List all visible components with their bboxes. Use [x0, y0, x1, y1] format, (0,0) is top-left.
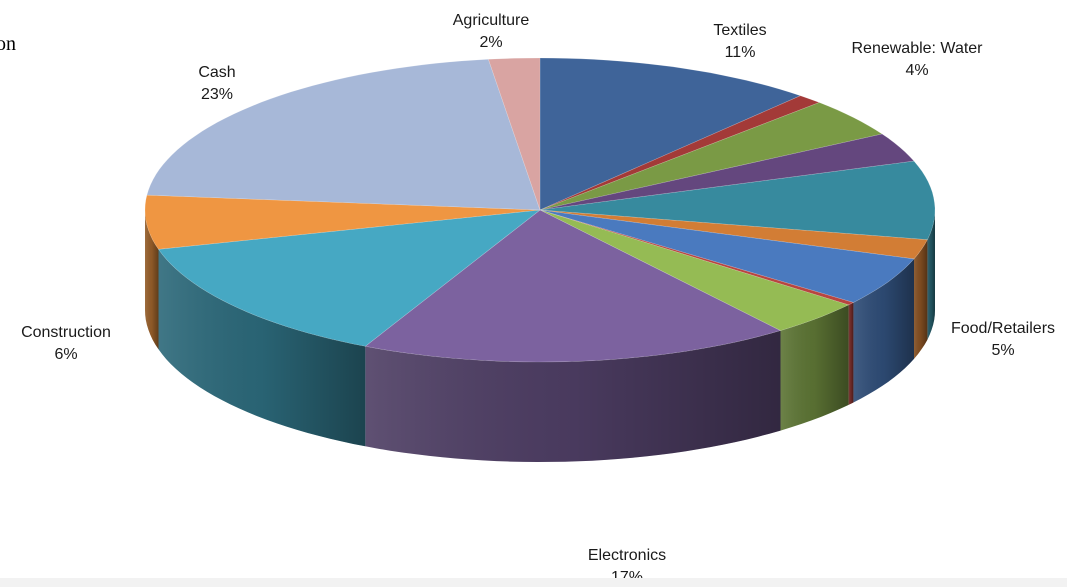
pie-slice-unlabeled-8 [539, 209, 850, 331]
pie-side-shade-8 [780, 304, 849, 431]
pie-label-layer: Textiles 11% Renewable: Water 4% Food/Retail… [21, 12, 1055, 586]
label-agriculture: Agriculture [453, 12, 530, 29]
pie-slice-food-retailers [539, 209, 915, 303]
pie-side-shade-10 [158, 249, 366, 447]
label-textiles: Textiles [713, 22, 766, 39]
label-cash: Cash [198, 64, 235, 81]
pie-slice-agriculture [487, 57, 541, 211]
pie-slice-textiles [539, 57, 802, 211]
pie-side-shade-11 [145, 210, 159, 350]
pie-slice-renewable-water [539, 102, 883, 211]
pie-side-shade-7 [848, 302, 854, 405]
percent-renewable-water: 4% [905, 62, 928, 79]
bottom-scroll-strip [0, 578, 1067, 587]
pie-side-shade-6 [853, 258, 914, 403]
pie-side-shade-5 [914, 239, 928, 359]
pie-slice-construction [144, 194, 541, 250]
pie-top-layer [144, 57, 936, 363]
label-renewable-water: Renewable: Water [851, 40, 983, 57]
label-construction: Construction [21, 324, 111, 341]
pie-slice-unlabeled-3 [539, 133, 915, 211]
pie-slice-cash [146, 58, 541, 211]
pie-side-layer [145, 210, 935, 462]
pie-side-shade-4 [927, 210, 935, 340]
percent-textiles: 11% [725, 44, 756, 61]
pie-slice-unlabeled-4 [539, 160, 936, 241]
pie-side-shade-9 [365, 330, 781, 462]
pie-slice-unlabeled-10 [157, 209, 542, 347]
pie-slice-unlabeled-7 [539, 209, 855, 306]
label-electronics: Electronics [588, 547, 666, 564]
percent-construction: 6% [54, 346, 77, 363]
percent-agriculture: 2% [479, 34, 502, 51]
label-food-retailers: Food/Retailers [951, 320, 1055, 337]
percent-food-retailers: 5% [991, 342, 1014, 359]
pie-slice-electronics [364, 209, 782, 363]
percent-cash: 23% [201, 86, 233, 103]
partial-title-text: on [0, 33, 16, 55]
